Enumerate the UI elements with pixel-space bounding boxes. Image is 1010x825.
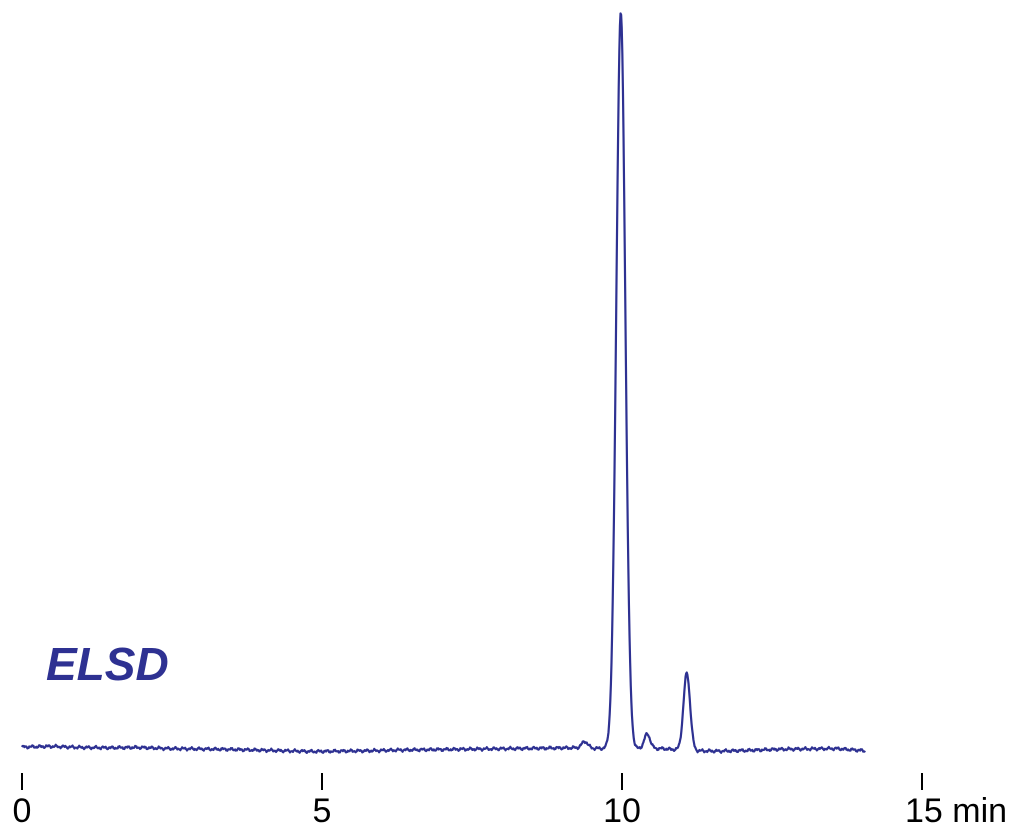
x-tick-label-0: 0 bbox=[13, 792, 32, 825]
x-axis: 0 5 10 15 min bbox=[13, 773, 1007, 825]
detector-label: ELSD bbox=[46, 638, 169, 690]
x-tick-label-3: 15 min bbox=[905, 792, 1007, 825]
plot-area bbox=[21, 12, 866, 754]
chromatogram-trace bbox=[21, 12, 866, 754]
x-tick-label-2: 10 bbox=[603, 792, 641, 825]
x-tick-label-1: 5 bbox=[313, 792, 332, 825]
